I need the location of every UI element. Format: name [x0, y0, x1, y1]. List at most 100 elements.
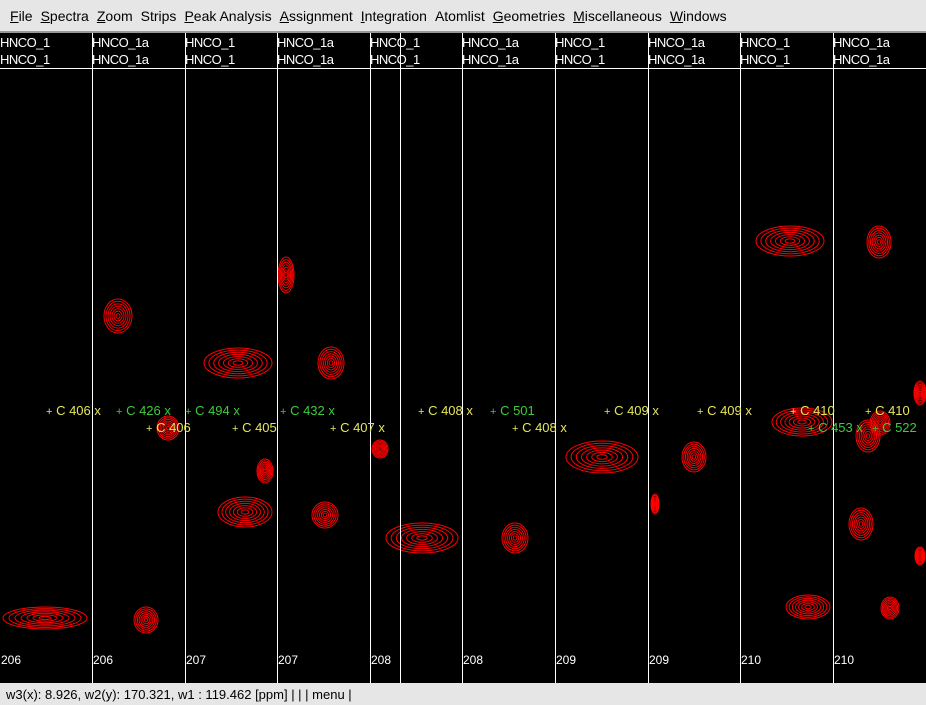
- menu-integration[interactable]: Integration: [361, 8, 427, 24]
- strip-header: HNCO_1a HNCO_1a: [92, 34, 149, 68]
- peak-label[interactable]: + C 410: [865, 403, 910, 420]
- menu-windows[interactable]: Windows: [670, 8, 727, 24]
- peak-label[interactable]: + C 405: [232, 420, 277, 437]
- peak-label[interactable]: + C 409 x: [697, 403, 752, 420]
- spectrum-name: HNCO_1a: [462, 52, 519, 67]
- menu-mnemonic: I: [360, 7, 365, 24]
- spectrum-name: HNCO_1a: [277, 52, 334, 67]
- peak-marker: +: [232, 423, 239, 435]
- spectrum-name: HNCO_1: [370, 35, 420, 50]
- peak-contour: [755, 225, 825, 257]
- peak-marker: +: [512, 423, 519, 435]
- strip-residue-label: 207: [186, 653, 207, 667]
- strip-header: HNCO_1a HNCO_1a: [833, 34, 890, 68]
- peak-marker: +: [330, 423, 337, 435]
- menu-peak-analysis[interactable]: Peak Analysis: [184, 8, 271, 24]
- peak-label[interactable]: + C 406: [146, 420, 191, 437]
- peak-label[interactable]: + C 522: [872, 420, 917, 437]
- strip-residue-label: 209: [649, 653, 670, 667]
- peak-contour: [650, 493, 660, 515]
- menu-mnemonic: G: [492, 7, 504, 24]
- strip-divider: [555, 33, 556, 683]
- menu-zoom[interactable]: Zoom: [97, 8, 133, 24]
- menu-geometries[interactable]: Geometries: [493, 8, 565, 24]
- peak-contour: [371, 439, 389, 459]
- peak-marker: +: [865, 406, 872, 418]
- strip-residue-label: 210: [834, 653, 855, 667]
- peak-contour: [501, 522, 529, 554]
- menu-spectra[interactable]: Spectra: [41, 8, 89, 24]
- peak-label[interactable]: + C 432 x: [280, 403, 335, 420]
- peak-contour: [203, 347, 273, 379]
- strip-divider: [462, 33, 463, 683]
- peak-label[interactable]: + C 408 x: [418, 403, 473, 420]
- peak-label-text: C 405: [242, 420, 277, 435]
- strip-header: HNCO_1a HNCO_1a: [648, 34, 705, 68]
- peak-label-text: C 406 x: [56, 403, 101, 418]
- spectrum-name: HNCO_1: [370, 52, 420, 67]
- peak-contour: [913, 380, 926, 406]
- peak-contour: [880, 596, 900, 620]
- strip-header: HNCO_1 HNCO_1: [370, 34, 420, 68]
- spectrum-name: HNCO_1a: [648, 35, 705, 50]
- spectrum-name: HNCO_1: [185, 35, 235, 50]
- spectrum-name: HNCO_1a: [277, 35, 334, 50]
- peak-contour: [156, 415, 180, 441]
- spectrum-name: HNCO_1a: [462, 35, 519, 50]
- peak-label-text: C 432 x: [290, 403, 335, 418]
- spectrum-name: HNCO_1: [740, 35, 790, 50]
- peak-marker: +: [185, 406, 192, 418]
- menu-mnemonic: A: [279, 7, 289, 24]
- peak-contour: [855, 419, 881, 453]
- peak-marker: +: [418, 406, 425, 418]
- strip-header: HNCO_1 HNCO_1: [185, 34, 235, 68]
- peak-label[interactable]: + C 494 x: [185, 403, 240, 420]
- strip-divider: [833, 33, 834, 683]
- peak-contour: [2, 606, 88, 630]
- spectrum-name: HNCO_1: [185, 52, 235, 67]
- strip-plot-canvas[interactable]: HNCO_1 HNCO_1 206 HNCO_1a HNCO_1a 206 HNCO_1 HN…: [0, 33, 926, 683]
- menu-label: oom: [105, 7, 133, 24]
- strip-divider: [92, 33, 93, 683]
- peak-label-text: C 426 x: [126, 403, 171, 418]
- strip-header: HNCO_1a HNCO_1a: [462, 34, 519, 68]
- strip-residue-label: 206: [1, 653, 22, 667]
- peak-label-text: C 408 x: [428, 403, 473, 418]
- menu-label: ntegration: [364, 7, 427, 24]
- peak-label[interactable]: + C 406 x: [46, 403, 101, 420]
- menu-strips[interactable]: Strips: [141, 8, 177, 24]
- spectrum-name: HNCO_1: [555, 35, 605, 50]
- menu-label: pectra: [49, 7, 89, 24]
- peak-contour: [681, 441, 707, 473]
- peak-contour: [317, 346, 345, 380]
- peak-contour: [914, 546, 926, 566]
- menu-assignment[interactable]: Assignment: [280, 8, 353, 24]
- menu-file[interactable]: File: [10, 8, 33, 24]
- menu-mnemonic: M: [573, 7, 585, 24]
- spectrum-name: HNCO_1: [0, 52, 50, 67]
- peak-label[interactable]: + C 453 x: [808, 420, 863, 437]
- peak-label-text: C 409 x: [707, 403, 752, 418]
- peak-label-text: C 407 x: [340, 420, 385, 435]
- menu-bar: File Spectra Zoom Strips Peak Analysis Assign…: [0, 0, 926, 33]
- peak-label-text: C 410: [800, 403, 835, 418]
- peak-label[interactable]: + C 410: [790, 403, 835, 420]
- spectrum-name: HNCO_1a: [648, 52, 705, 67]
- peak-label[interactable]: + C 426 x: [116, 403, 171, 420]
- peak-contour: [385, 522, 459, 554]
- peak-label[interactable]: + C 408 x: [512, 420, 567, 437]
- peak-contour: [277, 256, 295, 294]
- strip-residue-label: 208: [371, 653, 392, 667]
- peak-label[interactable]: + C 407 x: [330, 420, 385, 437]
- peak-contour: [217, 496, 273, 528]
- menu-label: ile: [18, 7, 33, 24]
- menu-label: Strips: [140, 7, 177, 24]
- peak-label[interactable]: + C 409 x: [604, 403, 659, 420]
- peak-label[interactable]: + C 501: [490, 403, 535, 420]
- peak-label-text: C 501: [500, 403, 535, 418]
- menu-atomlist[interactable]: Atomlist: [435, 8, 485, 24]
- menu-miscellaneous[interactable]: Miscellaneous: [573, 8, 662, 24]
- peak-marker: +: [808, 423, 815, 435]
- peak-marker: +: [697, 406, 704, 418]
- peak-marker: +: [872, 423, 879, 435]
